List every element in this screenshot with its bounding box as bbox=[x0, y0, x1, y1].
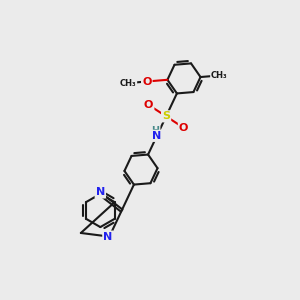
Text: S: S bbox=[162, 111, 170, 121]
Text: O: O bbox=[142, 76, 152, 86]
Text: O: O bbox=[144, 100, 153, 110]
Text: N: N bbox=[152, 131, 161, 141]
Text: CH₃: CH₃ bbox=[211, 71, 227, 80]
Text: N: N bbox=[103, 232, 112, 242]
Text: H: H bbox=[152, 126, 160, 135]
Text: N: N bbox=[96, 188, 105, 197]
Text: O: O bbox=[179, 123, 188, 133]
Text: CH₃: CH₃ bbox=[120, 79, 136, 88]
